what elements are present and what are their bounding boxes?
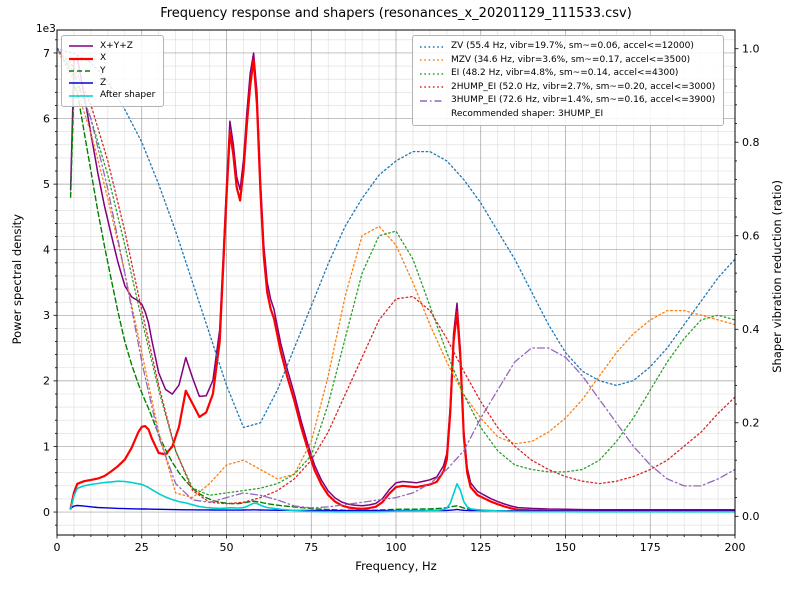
2hump-ei-line-swatch [419,82,445,92]
legend-label-z: Z [100,78,107,89]
legend-item-2hump-ei: 2HUMP_EI (52.0 Hz, vibr=2.7%, sm~=0.20, … [419,81,715,95]
tick-marks [53,39,739,539]
legend-item-xyz: X+Y+Z [68,40,155,52]
y-left-tick-label: 7 [43,47,50,60]
y-line-swatch [68,66,94,76]
x-tick-label: 75 [304,541,318,554]
y-left-tick-label: 2 [43,375,50,388]
y-left-tick-label: 6 [43,112,50,125]
y-left-tick-label: 5 [43,178,50,191]
y-left-tick-label: 4 [43,244,50,257]
y-right-tick-label: 0.8 [742,136,760,149]
shaper-curves [57,48,735,509]
legend-item-ei: EI (48.2 Hz, vibr=4.8%, sm~=0.14, accel<… [419,67,715,81]
legend-label-mzv: MZV (34.6 Hz, vibr=3.6%, sm~=0.17, accel… [451,54,691,65]
legend-item-z: Z [68,77,155,89]
shaper-legend: ZV (55.4 Hz, vibr=19.7%, sm~=0.06, accel… [412,35,725,126]
series-zv [57,48,735,429]
y-axis-label-left: Power spectral density [10,214,24,345]
y-axis-offset-text: 1e3 [36,23,56,35]
legend-label-x: X [100,53,107,64]
x-tick-label: 50 [220,541,234,554]
x-axis-label: Frequency, Hz [355,559,437,573]
series-x-y-z [69,52,735,511]
x-tick-label: 0 [54,541,61,554]
psd-curves [69,52,735,513]
series-3hump_ei [57,48,735,509]
x-tick-label: 25 [135,541,149,554]
3hump-ei-line-swatch [419,96,445,106]
legend-label-y: Y [100,65,106,76]
y-right-tick-label: 0.4 [742,323,760,336]
legend-item-y: Y [68,65,155,77]
after-shaper-line-swatch [68,91,94,101]
series-2hump_ei [57,48,735,505]
legend-item-after-shaper: After shaper [68,89,155,101]
xyz-line-swatch [68,41,94,51]
x-tick-label: 100 [386,541,407,554]
x-line-swatch [68,54,94,64]
series-after-shaper [69,480,735,513]
z-line-swatch [68,78,94,88]
zv-line-swatch [419,42,445,52]
recommended-shaper-text: Recommended shaper: 3HUMP_EI [451,108,604,119]
x-tick-label: 200 [725,541,746,554]
chart-title: Frequency response and shapers (resonanc… [160,6,632,21]
y-right-tick-label: 1.0 [742,43,760,56]
y-left-tick-label: 3 [43,309,50,322]
mzv-line-swatch [419,55,445,65]
legend-label-after-shaper: After shaper [100,90,156,101]
legend-item-mzv: MZV (34.6 Hz, vibr=3.6%, sm~=0.17, accel… [419,54,715,68]
empty-swatch [419,109,445,119]
y-axis-label-right: Shaper vibration reduction (ratio) [770,180,784,373]
series-x [69,58,735,513]
legend-item-3hump-ei: 3HUMP_EI (72.6 Hz, vibr=1.4%, sm~=0.16, … [419,94,715,108]
y-right-tick-label: 0.6 [742,230,760,243]
psd-legend: X+Y+Z X Y Z After shaper [61,35,165,107]
y-right-tick-label: 0.2 [742,417,760,430]
x-tick-label: 125 [470,541,491,554]
x-tick-label: 175 [640,541,661,554]
legend-item-zv: ZV (55.4 Hz, vibr=19.7%, sm~=0.06, accel… [419,40,715,54]
legend-label-zv: ZV (55.4 Hz, vibr=19.7%, sm~=0.06, accel… [451,41,694,51]
legend-item-x: X [68,52,155,64]
y-right-tick-label: 0.0 [742,510,760,523]
tick-labels: 0 25 50 75 100 125 150 175 200 0 1 2 3 4 5 6 7 0.0 0.2 0.4 0… [43,43,760,554]
y-left-tick-label: 1 [43,440,50,453]
ei-line-swatch [419,69,445,79]
legend-label-2hump-ei: 2HUMP_EI (52.0 Hz, vibr=2.7%, sm~=0.20, … [451,81,716,92]
series-mzv [57,48,735,499]
legend-label-xyz: X+Y+Z [100,41,133,51]
y-left-tick-label: 0 [43,506,50,519]
legend-label-ei: EI (48.2 Hz, vibr=4.8%, sm~=0.14, accel<… [451,68,679,78]
x-tick-label: 150 [555,541,576,554]
legend-label-3hump-ei: 3HUMP_EI (72.6 Hz, vibr=1.4%, sm~=0.16, … [451,95,716,105]
legend-item-recommended: Recommended shaper: 3HUMP_EI [419,108,715,122]
